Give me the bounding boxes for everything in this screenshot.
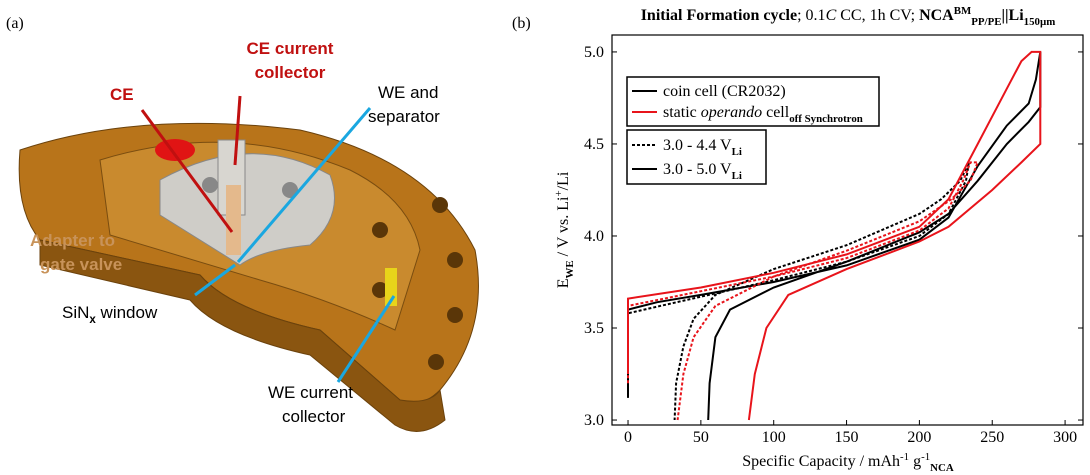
x-tick-label: 100 (762, 429, 786, 446)
label-line: separator (368, 107, 440, 126)
y-axis-label: EWE / V vs. Li+/Li (553, 171, 576, 288)
text-part: WE (564, 260, 576, 278)
x-tick-label: 50 (693, 429, 709, 446)
text-part: off Synchrotron (789, 113, 863, 125)
y-tick-label: 4.5 (584, 136, 604, 153)
label-line: collector (282, 407, 346, 426)
text-part: SiN (62, 303, 89, 322)
text-part: NCA (919, 7, 954, 24)
text-part: 150µm (1024, 16, 1056, 28)
panel-label: (b) (512, 15, 531, 32)
text-part: /Li (555, 171, 572, 190)
text-part: Initial Formation cycle (641, 7, 797, 24)
label-line: WE current (268, 383, 353, 402)
text-part: ||Li (1001, 7, 1024, 24)
text-part: cell (762, 104, 790, 121)
label-line: gate valve (40, 255, 122, 274)
text-part: Li (732, 170, 742, 182)
y-tick-label: 4.0 (584, 228, 604, 245)
label-line: CE current (247, 39, 334, 58)
label: CE current collector (247, 39, 334, 82)
text-part: 3.0 - 4.4 V (663, 137, 732, 154)
text-part: -1 (900, 451, 909, 463)
text-part: CC, 1h CV; (836, 7, 919, 24)
text-part: PP/PE (971, 16, 1001, 28)
label: SiNx window (62, 303, 158, 326)
text-part: ; 0.1 (797, 7, 825, 24)
label-line: Adapter to (30, 231, 115, 250)
text-part: Li (732, 146, 742, 158)
text-part: 3.0 - 5.0 V (663, 161, 732, 178)
figure: (a) (b) CE currentcollector CE WE andsep… (0, 0, 1090, 475)
plot: 0 50 100 150 200 250 300 3.0 3.5 4.0 4.5 5.0 Initial… (553, 5, 1083, 474)
label: CE (110, 85, 134, 104)
x-axis-label: Specific Capacity / mAh-1 g-1NCA (742, 451, 954, 474)
text-part: coin cell (CR2032) (663, 83, 786, 100)
y-tick-label: 3.5 (584, 320, 604, 337)
label-line: collector (255, 63, 326, 82)
text-part: / V vs. Li (555, 196, 572, 260)
text-part: Specific Capacity / mAh (742, 453, 900, 470)
text-part: operando (701, 104, 762, 121)
y-tick-label: 5.0 (584, 44, 604, 61)
x-tick-label: 150 (835, 429, 859, 446)
text-part: NCA (930, 462, 954, 474)
text-part: C (826, 7, 837, 24)
text-part: -1 (921, 451, 930, 463)
legend-label: coin cell (CR2032) (663, 83, 786, 100)
label-line: WE and (378, 83, 438, 102)
text-part: E (555, 279, 572, 289)
label: WE current collector (268, 383, 353, 426)
x-tick-label: 0 (624, 429, 632, 446)
text-part: static (663, 104, 701, 121)
y-tick-label: 3.0 (584, 412, 604, 429)
label: WE and separator (368, 83, 440, 126)
text-part: BM (954, 5, 972, 17)
x-tick-label: 250 (980, 429, 1004, 446)
text-part: g (909, 453, 921, 470)
x-tick-label: 200 (907, 429, 931, 446)
panel-label: (a) (6, 15, 24, 32)
chart-title: Initial Formation cycle; 0.1C CC, 1h CV;… (641, 5, 1056, 28)
text-part: window (96, 303, 158, 322)
x-tick-label: 300 (1053, 429, 1077, 446)
